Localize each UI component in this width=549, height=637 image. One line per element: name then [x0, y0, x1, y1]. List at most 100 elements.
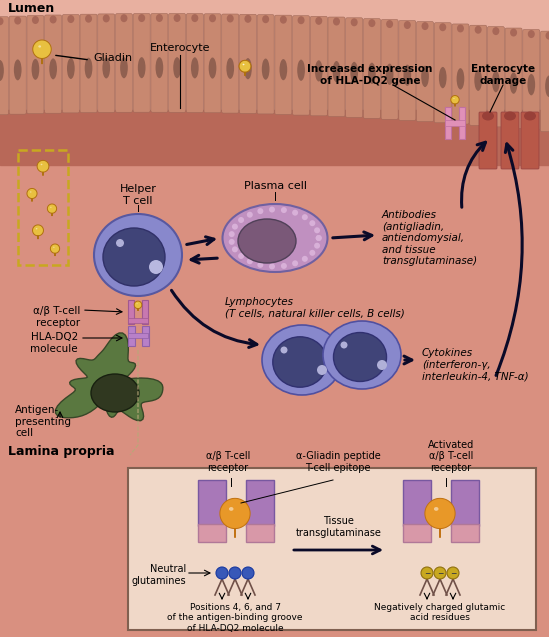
Bar: [403, 480, 431, 526]
Ellipse shape: [173, 57, 181, 78]
Bar: [142, 326, 148, 346]
Ellipse shape: [422, 22, 429, 30]
Ellipse shape: [14, 59, 21, 80]
Polygon shape: [55, 333, 163, 420]
Ellipse shape: [545, 76, 549, 97]
FancyBboxPatch shape: [434, 23, 451, 123]
FancyBboxPatch shape: [169, 13, 186, 112]
FancyBboxPatch shape: [98, 14, 115, 112]
Ellipse shape: [524, 111, 536, 120]
Circle shape: [314, 227, 320, 233]
Circle shape: [216, 567, 228, 579]
Text: α-Gliadin peptide
T-cell epitope: α-Gliadin peptide T-cell epitope: [295, 452, 380, 473]
Circle shape: [257, 262, 264, 268]
Ellipse shape: [0, 60, 4, 81]
Circle shape: [242, 567, 254, 579]
Ellipse shape: [49, 59, 57, 80]
FancyBboxPatch shape: [501, 112, 519, 169]
Ellipse shape: [91, 374, 139, 412]
FancyBboxPatch shape: [479, 112, 497, 169]
Ellipse shape: [238, 219, 296, 263]
Polygon shape: [37, 161, 49, 176]
FancyBboxPatch shape: [363, 18, 380, 118]
Text: Gliadin: Gliadin: [93, 53, 132, 63]
Ellipse shape: [156, 14, 163, 22]
Ellipse shape: [243, 64, 244, 65]
Text: Lymphocytes
(T cells, natural killer cells, B cells): Lymphocytes (T cells, natural killer cel…: [225, 297, 405, 318]
Ellipse shape: [191, 57, 199, 78]
FancyBboxPatch shape: [293, 16, 310, 115]
Ellipse shape: [36, 228, 37, 229]
Text: α/β T-cell
receptor: α/β T-cell receptor: [206, 452, 250, 473]
Circle shape: [302, 214, 308, 220]
Ellipse shape: [333, 333, 386, 382]
Circle shape: [229, 567, 241, 579]
Bar: [0, 110, 549, 165]
Circle shape: [229, 239, 235, 245]
Circle shape: [434, 567, 446, 579]
Ellipse shape: [68, 15, 74, 23]
Text: Positions 4, 6, and 7
of the antigen-binding groove
of HLA-DQ2 molecule: Positions 4, 6, and 7 of the antigen-bin…: [167, 603, 302, 633]
Ellipse shape: [504, 111, 516, 120]
Ellipse shape: [103, 15, 110, 22]
FancyBboxPatch shape: [523, 29, 540, 130]
Polygon shape: [51, 244, 60, 256]
Ellipse shape: [103, 228, 165, 286]
Circle shape: [316, 235, 322, 241]
Circle shape: [302, 256, 308, 262]
Ellipse shape: [120, 14, 127, 22]
Ellipse shape: [30, 191, 31, 192]
Text: Activated
α/β T-cell
receptor: Activated α/β T-cell receptor: [428, 440, 474, 473]
Ellipse shape: [421, 66, 429, 87]
Circle shape: [309, 220, 315, 226]
Ellipse shape: [41, 164, 42, 165]
Ellipse shape: [85, 58, 92, 78]
Text: −: −: [450, 569, 456, 578]
Ellipse shape: [138, 57, 145, 78]
Ellipse shape: [262, 59, 270, 80]
Ellipse shape: [457, 24, 464, 32]
Text: Neutral
glutamines: Neutral glutamines: [131, 564, 186, 586]
Text: HLA-DQ2
molecule: HLA-DQ2 molecule: [30, 332, 78, 354]
Ellipse shape: [333, 61, 340, 82]
FancyBboxPatch shape: [239, 14, 256, 113]
Circle shape: [317, 365, 327, 375]
Circle shape: [421, 567, 433, 579]
Ellipse shape: [32, 59, 40, 80]
Ellipse shape: [439, 23, 446, 31]
Bar: [246, 524, 274, 542]
Text: Increased expression
of HLA-DQ2 gene: Increased expression of HLA-DQ2 gene: [307, 64, 433, 86]
Ellipse shape: [227, 15, 234, 22]
FancyBboxPatch shape: [44, 15, 61, 113]
Ellipse shape: [244, 15, 251, 23]
FancyBboxPatch shape: [9, 16, 26, 114]
FancyBboxPatch shape: [257, 15, 274, 114]
Circle shape: [232, 224, 238, 229]
FancyBboxPatch shape: [488, 27, 505, 127]
Ellipse shape: [528, 74, 535, 96]
FancyBboxPatch shape: [275, 15, 292, 115]
Bar: [128, 300, 134, 324]
Ellipse shape: [209, 57, 216, 78]
FancyBboxPatch shape: [27, 15, 44, 113]
Ellipse shape: [244, 58, 252, 79]
Ellipse shape: [279, 59, 287, 80]
Circle shape: [292, 261, 298, 266]
Text: Enterocyte
damage: Enterocyte damage: [471, 64, 535, 86]
Ellipse shape: [404, 21, 411, 29]
Bar: [403, 524, 431, 542]
Ellipse shape: [528, 30, 535, 38]
Ellipse shape: [67, 58, 75, 79]
Ellipse shape: [85, 15, 92, 23]
Bar: [459, 107, 465, 139]
Ellipse shape: [94, 214, 182, 296]
Bar: [0, 0, 549, 145]
Bar: [451, 524, 479, 542]
Ellipse shape: [386, 64, 394, 85]
Circle shape: [232, 247, 238, 252]
Bar: [142, 300, 148, 324]
Circle shape: [116, 239, 124, 247]
Text: −: −: [437, 569, 443, 578]
FancyBboxPatch shape: [151, 13, 168, 112]
Ellipse shape: [53, 247, 54, 248]
